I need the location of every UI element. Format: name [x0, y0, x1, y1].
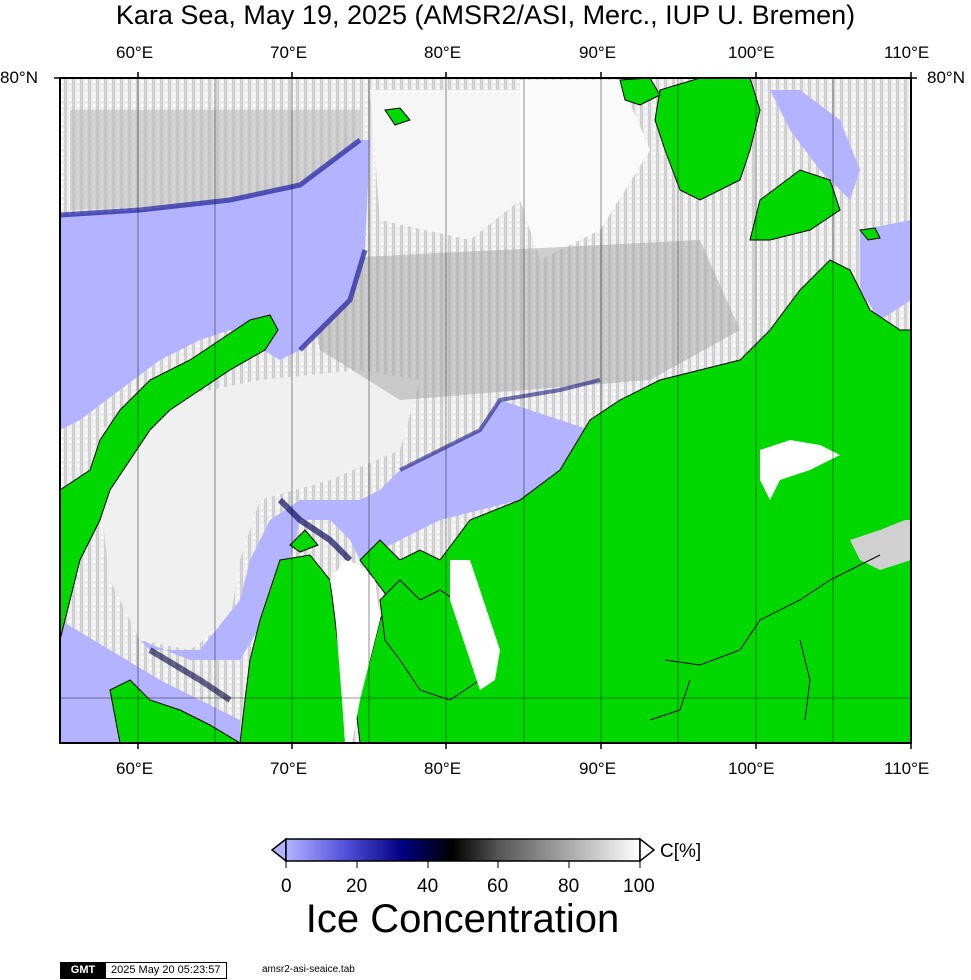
- map-frame: [59, 77, 912, 744]
- mixed-ice: [300, 240, 740, 400]
- pack-ice-white: [370, 90, 520, 240]
- colorbar-unit: C[%]: [660, 841, 702, 862]
- ice-edge: [148, 647, 232, 703]
- lon-label-bottom: 70°E: [270, 759, 308, 778]
- pack-ice-white: [100, 370, 420, 650]
- colorbar-tick-label: 0: [281, 876, 292, 897]
- timestamp: 2025 May 20 05:23:57: [104, 962, 228, 979]
- lon-label-bottom: 90°E: [579, 759, 617, 778]
- graticule: [60, 78, 911, 743]
- river: [799, 639, 811, 721]
- colorbar-tick-label: 40: [417, 876, 439, 897]
- ice-edge: [298, 249, 368, 352]
- colorbar-tick-label: 60: [487, 876, 509, 897]
- gmt-logo: GMT: [60, 962, 106, 979]
- land-yamal-tip: [289, 529, 319, 553]
- open-water-gulf: [330, 560, 380, 743]
- land-severnaya-zemlya: [749, 169, 841, 241]
- land-island: [859, 227, 881, 241]
- lon-label-top: 80°E: [424, 43, 462, 62]
- ice-edge: [399, 378, 601, 472]
- lon-label-bottom: 80°E: [424, 759, 462, 778]
- open-water: [60, 400, 590, 660]
- open-water: [770, 90, 860, 200]
- lon-label-top: 70°E: [270, 43, 308, 62]
- lon-label-bottom: 60°E: [116, 759, 154, 778]
- open-water: [60, 620, 240, 743]
- lon-label-top: 60°E: [116, 43, 154, 62]
- lon-label-top: 90°E: [579, 43, 617, 62]
- land-mainland-west: [109, 679, 241, 743]
- ice-edge: [277, 497, 353, 563]
- colorbar-title: Ice Concentration: [305, 897, 620, 941]
- lon-label-top: 110°E: [884, 43, 930, 62]
- source-filename: amsr2-asi-seaice.tab: [262, 964, 355, 975]
- frame-ticks: [54, 72, 917, 749]
- colorbar-tick-label: 100: [623, 876, 655, 897]
- lon-label-bottom: 110°E: [884, 759, 930, 778]
- ice-edge: [60, 138, 362, 218]
- open-water-gulf: [850, 520, 911, 570]
- open-water-gulf: [760, 440, 840, 500]
- river: [664, 554, 881, 666]
- lon-label-bottom: 100°E: [728, 759, 775, 778]
- open-water: [860, 220, 911, 320]
- river: [649, 679, 691, 721]
- lat-label-left: 80°N: [0, 68, 38, 87]
- land-island: [384, 107, 411, 126]
- map-title: Kara Sea, May 19, 2025 (AMSR2/ASI, Merc.…: [115, 0, 856, 30]
- open-water-gulf: [450, 560, 500, 690]
- land-novaya-zemlya: [60, 314, 279, 641]
- colorbar-tick-label: 80: [558, 876, 580, 897]
- lat-label-right: 80°N: [927, 68, 965, 87]
- lon-label-top: 100°E: [728, 43, 775, 62]
- colorbar-tick-label: 20: [346, 876, 368, 897]
- land-severnaya-zemlya: [654, 78, 761, 201]
- pack-ice-white: [520, 80, 650, 260]
